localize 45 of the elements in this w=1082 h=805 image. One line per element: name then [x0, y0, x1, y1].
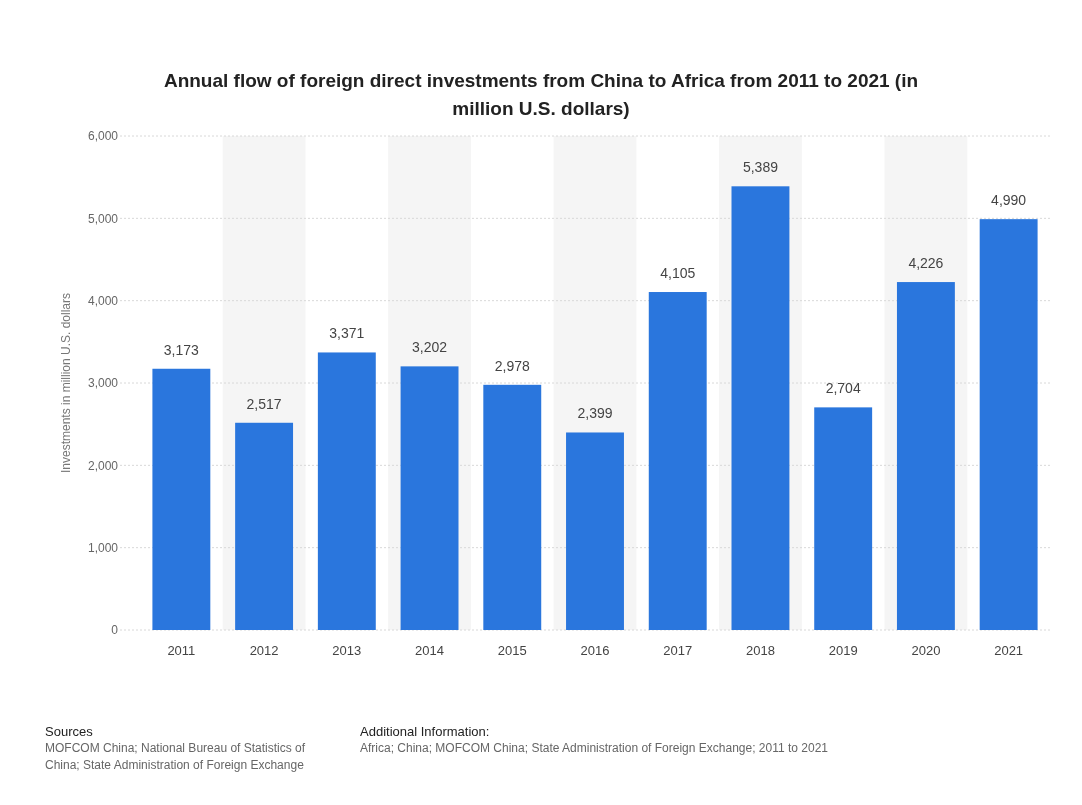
x-tick-label: 2015 [497, 643, 527, 658]
data-label: 4,990 [991, 192, 1027, 209]
bar [814, 407, 873, 630]
data-label: 4,226 [908, 255, 944, 272]
bar [235, 422, 294, 630]
x-tick-label: 2011 [167, 643, 196, 658]
bar [648, 292, 707, 630]
data-label: 2,704 [825, 380, 861, 397]
text: Sources [45, 724, 94, 739]
data-label: 2,517 [246, 395, 282, 412]
bar [152, 368, 211, 630]
y-tick-label: 2,000 [87, 458, 119, 473]
y-tick-label: 4,000 [87, 293, 119, 308]
y-tick-label: 1,000 [87, 540, 119, 555]
data-label: 4,105 [660, 265, 696, 282]
bar [400, 366, 459, 630]
text: MOFCOM China; National Bureau of Statistics of China; State Administration of Foreign Exchange [45, 741, 306, 772]
x-tick-label: 2019 [828, 643, 858, 658]
text: Africa; China; MOFCOM China; State Administration of Foreign Exchange; 2011 to 2021 [360, 741, 829, 755]
x-tick-label: 2014 [415, 643, 445, 658]
data-label: 3,371 [329, 325, 365, 342]
y-axis-title: Investments in million U.S. dollars [59, 292, 73, 474]
bar [566, 432, 624, 630]
data-label: 5,389 [742, 159, 779, 176]
bar [317, 352, 376, 630]
bar [896, 282, 955, 630]
text: Additional Information: [360, 724, 490, 739]
y-tick-label: 6,000 [87, 129, 119, 144]
chart-title: Annual flow of foreign direct investments from China to Africa from 2011 to 2021 (in million U.S. dollars) [163, 70, 919, 119]
bar [979, 219, 1038, 630]
bar [483, 384, 542, 630]
x-tick-label: 2013 [332, 643, 362, 658]
data-label: 2,978 [494, 357, 530, 374]
x-tick-label: 2016 [580, 643, 610, 658]
y-tick-label: 5,000 [87, 211, 119, 226]
x-tick-label: 2021 [994, 643, 1024, 658]
x-tick-label: 2017 [663, 643, 693, 658]
data-label: 3,173 [163, 341, 200, 358]
x-tick-label: 2020 [911, 643, 941, 658]
data-label: 2,399 [577, 405, 613, 422]
y-tick-label: 0 [111, 623, 119, 638]
x-tick-label: 2018 [745, 643, 775, 658]
y-tick-label: 3,000 [87, 376, 119, 391]
x-tick-label: 2012 [249, 643, 279, 658]
data-label: 3,202 [412, 339, 448, 356]
